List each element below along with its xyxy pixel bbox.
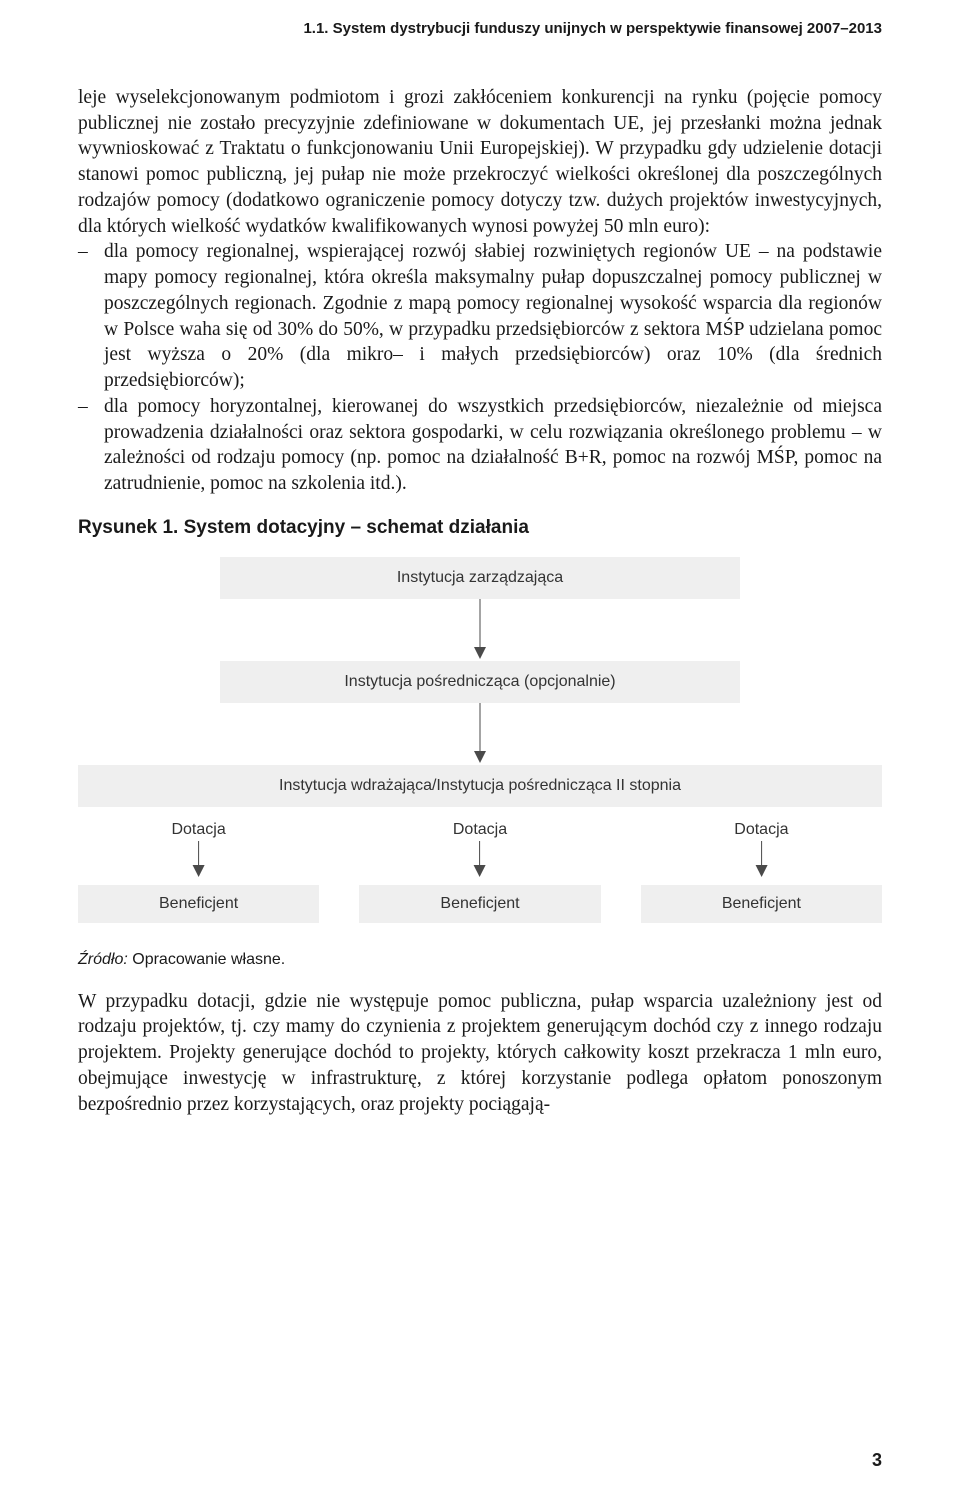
label-grant: Dotacja xyxy=(171,815,225,841)
arrow-down-icon xyxy=(78,703,882,765)
label-grant: Dotacja xyxy=(734,815,788,841)
page-number: 3 xyxy=(872,1450,882,1471)
flowchart-diagram: Instytucja zarządzająca Instytucja pośre… xyxy=(78,557,882,923)
node-beneficiary: Beneficjent xyxy=(641,885,882,923)
node-managing-institution: Instytucja zarządzająca xyxy=(220,557,740,599)
node-beneficiary: Beneficjent xyxy=(359,885,600,923)
paragraph-after-figure: W przypadku dotacji, gdzie nie występuje… xyxy=(78,989,882,1118)
paragraph-intro: leje wyselekcjonowanym podmiotom i grozi… xyxy=(78,85,882,239)
source-label: Źródło: xyxy=(78,951,128,968)
list-item: dla pomocy regionalnej, wspierającej roz… xyxy=(78,239,882,393)
arrow-down-icon xyxy=(78,599,882,661)
arrow-down-icon xyxy=(78,841,319,879)
running-header: 1.1. System dystrybucji funduszy unijnyc… xyxy=(78,20,882,37)
arrow-down-icon xyxy=(359,841,600,879)
list-item: dla pomocy horyzontalnej, kierowanej do … xyxy=(78,394,882,497)
figure-caption: Rysunek 1. System dotacyjny – schemat dz… xyxy=(78,517,882,539)
node-beneficiary: Beneficjent xyxy=(78,885,319,923)
arrow-down-icon xyxy=(641,841,882,879)
node-intermediary-institution: Instytucja pośrednicząca (opcjonalnie) xyxy=(220,661,740,703)
grant-row: Dotacja Beneficjent Dotacja Be xyxy=(78,815,882,923)
source-text: Opracowanie własne. xyxy=(128,951,285,968)
figure-source: Źródło: Opracowanie własne. xyxy=(78,951,882,969)
label-grant: Dotacja xyxy=(453,815,507,841)
node-implementing-institution: Instytucja wdrażająca/Instytucja pośredn… xyxy=(78,765,882,807)
bullet-list: dla pomocy regionalnej, wspierającej roz… xyxy=(78,239,882,496)
